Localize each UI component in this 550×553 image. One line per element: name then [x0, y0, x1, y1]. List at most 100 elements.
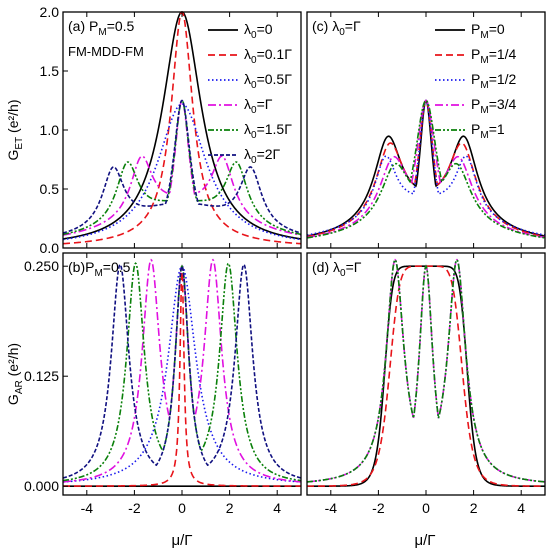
panel-b: -4 -2 0 2 4 0.000 0.125 0.250 GAR (e²/h) (b)PM=0.…	[5, 252, 302, 516]
legend-label-tail: =Γ	[257, 96, 273, 112]
y-axis-label-sub: AR	[14, 380, 25, 394]
legend-label-main: λ	[244, 71, 251, 87]
y-tick-label-b-2: 0.250	[24, 258, 59, 274]
annotation-sub: M	[98, 27, 106, 38]
series-line-d-1	[307, 265, 545, 487]
x-tick-label-b-0: -4	[81, 500, 94, 516]
y-tick-label-a-2: 1.0	[40, 122, 60, 138]
legend-label-main: λ	[244, 121, 251, 137]
y-axis-label-sub: ET	[14, 137, 25, 150]
series-line-a-4	[62, 99, 302, 236]
legend-label-main: λ	[244, 96, 251, 112]
panel-d: -4 -2 0 2 4 (d) λ0=Γ	[306, 252, 546, 516]
y-tick-label-a-0: 0.0	[40, 240, 60, 256]
legend-label-sub: 0	[251, 30, 257, 41]
panel-annotation2-a: FM-MDD-FM	[68, 44, 144, 59]
y-axis-label-main: G	[5, 150, 21, 161]
legend-label-tail: =0	[489, 21, 505, 37]
legend-label-tail: =0	[257, 21, 273, 37]
panel-annotation-d: (d) λ0=Γ	[312, 259, 362, 279]
legend-label-tail: =1/4	[489, 46, 517, 62]
legend-label-a-2: λ0=0.5Γ	[244, 71, 292, 91]
legend-label-tail: =0.5Γ	[257, 71, 293, 87]
y-tick-label-b-1: 0.125	[24, 368, 59, 384]
x-tick-label-b-4: 4	[273, 500, 281, 516]
legend-label-c-2: PM=1/2	[471, 71, 517, 91]
series-line-b-2	[62, 265, 302, 483]
legend-label-a-3: λ0=Γ	[244, 96, 273, 116]
annotation-main: (b)P	[68, 259, 94, 275]
annotation-main: (d) λ	[312, 259, 340, 275]
x-axis-label: μ/Γ	[414, 532, 435, 549]
y-tick-label-b-0: 0.000	[24, 478, 59, 494]
legend-label-sub: 0	[251, 130, 257, 141]
y-tick-label-a-3: 1.5	[40, 63, 60, 79]
series-line-b-1	[63, 266, 301, 487]
legend-label-tail: =1.5Γ	[257, 121, 293, 137]
series-line-c-3	[306, 99, 546, 239]
x-tick-label-b-3: 2	[226, 500, 234, 516]
annotation-tail: =0.5	[103, 259, 131, 275]
y-axis-label-main: G	[5, 394, 21, 405]
y-axis-label-tail: (e²/h)	[5, 99, 21, 136]
legend-label-main: P	[471, 96, 480, 112]
panel-annotation-b: (b)PM=0.5	[68, 259, 131, 279]
legend-label-sub: M	[480, 130, 488, 141]
x-tick-label-b-2: 0	[178, 500, 186, 516]
series-line-b-5	[62, 263, 302, 479]
legend-label-main: λ	[244, 46, 251, 62]
legend-label-main: P	[471, 21, 480, 37]
legend-label-sub: 0	[251, 55, 257, 66]
legend-label-c-0: PM=0	[471, 21, 505, 41]
legend-label-a-1: λ0=0.1Γ	[244, 46, 292, 66]
annotation-sub: M	[94, 268, 102, 279]
series-line-b-3	[62, 258, 302, 483]
series-line-c-4	[306, 99, 546, 239]
legend-label-main: P	[471, 46, 480, 62]
annotation-tail: =Γ	[346, 259, 362, 275]
series-line-d-3	[306, 258, 546, 483]
series-line-d-0	[307, 265, 545, 487]
legend-label-sub: M	[480, 105, 488, 116]
legend-label-c-1: PM=1/4	[471, 46, 517, 66]
panel-annotation-c: (c) λ0=Γ	[312, 18, 361, 38]
x-axis-label-left: μ/Γ	[171, 532, 192, 549]
series-line-a-2	[62, 103, 302, 241]
series-line-c-1	[306, 99, 546, 238]
legend-label-a-0: λ0=0	[244, 21, 273, 41]
legend-label-tail: =1	[489, 121, 505, 137]
legend-label-a-4: λ0=1.5Γ	[244, 121, 292, 141]
x-tick-label-b-1: -2	[128, 500, 141, 516]
panel-annotation-a: (a) PM=0.5	[68, 18, 135, 38]
legend-label-sub: M	[480, 55, 488, 66]
legend-label-tail: =0.1Γ	[257, 46, 293, 62]
legend-label-sub: M	[480, 80, 488, 91]
annotation-sub: 0	[339, 27, 345, 38]
x-tick-label-d-0: -4	[325, 500, 338, 516]
y-axis-label-tail: (e²/h)	[5, 343, 21, 380]
annotation-tail: =Γ	[345, 18, 361, 34]
y-tick-label-a-1: 0.5	[40, 181, 60, 197]
legend-label-tail: =3/4	[489, 96, 517, 112]
legend-label-sub: 0	[251, 105, 257, 116]
legend-label-main: λ	[244, 146, 251, 162]
legend-label-tail: =1/2	[489, 71, 517, 87]
x-tick-label-d-2: 0	[422, 500, 430, 516]
legend-label-tail: =2Γ	[257, 146, 281, 162]
legend-label-main: P	[471, 121, 480, 137]
series-line-d-2	[306, 258, 546, 483]
x-tick-label-d-4: 4	[517, 500, 525, 516]
plot-frame-d	[306, 252, 546, 496]
legend-label-c-3: PM=3/4	[471, 96, 517, 116]
y-tick-label-a-4: 2.0	[40, 4, 60, 20]
series-line-c-0	[306, 99, 546, 237]
x-tick-label-d-3: 2	[470, 500, 478, 516]
series-line-a-3	[62, 99, 302, 236]
x-tick-label-d-1: -2	[372, 500, 385, 516]
legend-label-main: P	[471, 71, 480, 87]
annotation-main: (a) P	[68, 18, 98, 34]
annotation-main: (c) λ	[312, 18, 339, 34]
panel-c: (c) λ0=Γ PM=0PM=1/4PM=1/2PM=3/4PM=1	[306, 11, 546, 249]
legend-label-c-4: PM=1	[471, 121, 505, 141]
series-line-c-2	[306, 99, 546, 236]
